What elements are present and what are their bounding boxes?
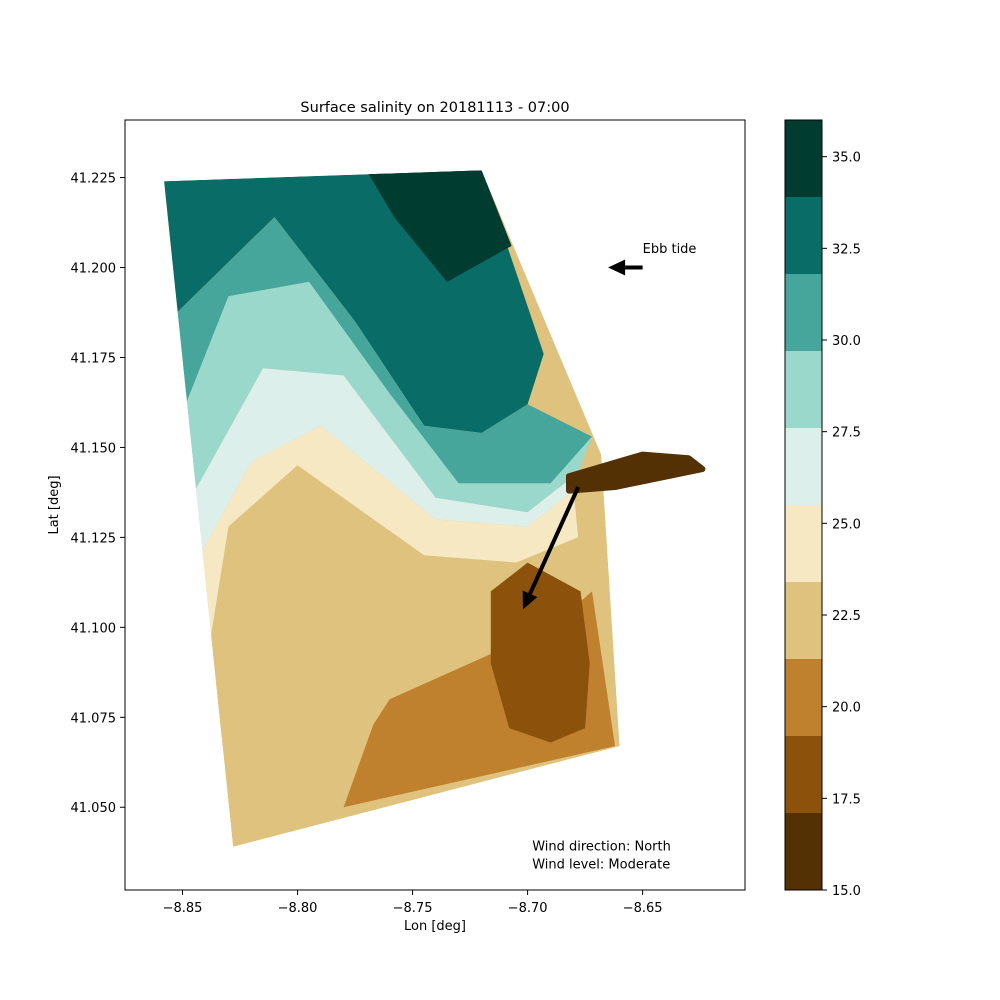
salinity-band xyxy=(187,368,579,570)
wind-direction-label: Wind direction: North xyxy=(532,839,671,854)
arrow-layer xyxy=(522,259,643,610)
x-axis-label: Lon [deg] xyxy=(404,919,466,934)
colorbar-swatch xyxy=(785,736,822,813)
x-tick-label: −8.85 xyxy=(163,901,203,916)
x-tick-label: −8.65 xyxy=(623,901,663,916)
colorbar-tick-label: 17.5 xyxy=(832,792,861,807)
colorbar-swatch xyxy=(785,659,822,736)
colorbar-frame xyxy=(784,119,823,891)
colorbar-swatch xyxy=(785,120,822,197)
wind-level-label: Wind level: Moderate xyxy=(532,857,670,872)
colorbar-tick-label: 30.0 xyxy=(832,334,861,349)
y-tick-label: 41.075 xyxy=(71,711,117,726)
ebb-tide-label: Ebb tide xyxy=(643,242,697,257)
colorbar-tick-label: 25.0 xyxy=(832,517,861,532)
x-tick-label: −8.70 xyxy=(508,901,548,916)
colorbar-tick-label: 35.0 xyxy=(832,151,861,166)
salinity-band xyxy=(164,217,592,484)
wind-arrow-head xyxy=(522,590,538,610)
colorbar-swatch xyxy=(785,505,822,582)
chart-title: Surface salinity on 20181113 - 07:00 xyxy=(300,100,569,116)
river-plume xyxy=(566,451,706,494)
y-tick-label: 41.175 xyxy=(71,351,117,366)
colorbar: 15.0 17.5 20.0 22.5 25.0 27.5 30.0 32.5 35.0 xyxy=(784,119,861,899)
y-axis-label: Lat [deg] xyxy=(47,475,62,534)
ebb-tide-arrow-head xyxy=(608,259,626,276)
salinity-band xyxy=(366,170,512,282)
x-axis: −8.85 −8.80 −8.75 −8.70 −8.65 xyxy=(163,890,663,916)
salinity-band xyxy=(191,425,579,671)
y-axis: 41.050 41.075 41.100 41.125 41.150 41.175 41.2… xyxy=(71,172,125,816)
x-tick-label: −8.80 xyxy=(278,901,318,916)
colorbar-swatch xyxy=(785,582,822,659)
colorbar-swatch xyxy=(785,274,822,351)
plot-area: Ebb tide Wind direction: North Wind leve… xyxy=(124,119,746,891)
y-tick-label: 41.100 xyxy=(71,621,117,636)
y-tick-label: 41.200 xyxy=(71,262,117,277)
colorbar-tick-label: 22.5 xyxy=(832,609,861,624)
colorbar-swatch xyxy=(785,197,822,274)
colorbar-swatch xyxy=(785,351,822,428)
salinity-band xyxy=(490,562,590,743)
y-tick-label: 41.050 xyxy=(71,801,117,816)
colorbar-tick-label: 15.0 xyxy=(832,884,861,899)
salinity-band xyxy=(205,465,592,808)
y-tick-label: 41.150 xyxy=(71,441,117,456)
y-tick-label: 41.125 xyxy=(71,531,117,546)
salinity-band xyxy=(168,281,592,513)
wind-arrow-shaft xyxy=(528,486,581,595)
x-tick-label: −8.75 xyxy=(393,901,433,916)
colorbar-swatch xyxy=(785,428,822,505)
y-tick-label: 41.225 xyxy=(71,172,117,187)
colorbar-tick-label: 32.5 xyxy=(832,242,861,257)
colorbar-swatch xyxy=(785,813,822,890)
colorbar-tick-label: 20.0 xyxy=(832,701,861,716)
salinity-field xyxy=(164,170,706,847)
plot-frame xyxy=(124,119,746,891)
colorbar-tick-label: 27.5 xyxy=(832,426,861,441)
